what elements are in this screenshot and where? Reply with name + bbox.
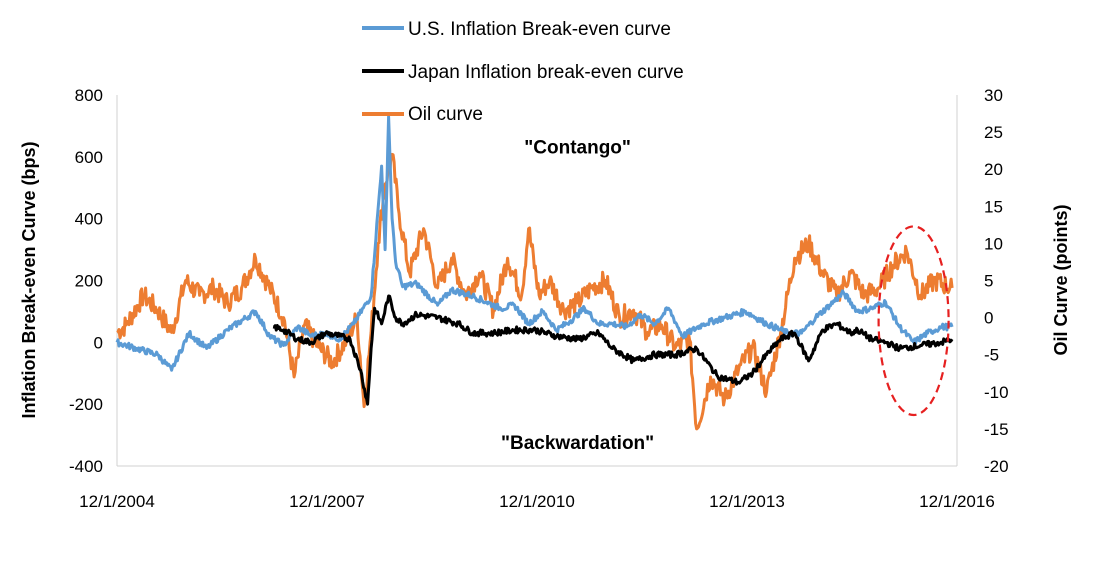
legend-label-us: U.S. Inflation Break-even curve: [408, 19, 671, 40]
y-tick-label-right: 30: [984, 86, 1003, 105]
series-group: [115, 115, 954, 431]
y-tick-label-right: 20: [984, 160, 1003, 179]
y-tick-label-right: 25: [984, 123, 1003, 142]
y-tick-label-right: -20: [984, 457, 1009, 476]
y-tick-label-left: -200: [69, 395, 103, 414]
annotation-contango: "Contango": [524, 138, 631, 159]
series-line-oil: [116, 152, 954, 431]
plot-area: [116, 95, 958, 467]
x-tick-label: 12/1/2013: [709, 492, 785, 511]
annotation-backwardation: "Backwardation": [501, 433, 654, 454]
y-tick-label-right: 15: [984, 197, 1003, 216]
y-tick-label-left: 600: [75, 148, 103, 167]
y-tick-label-left: 400: [75, 210, 103, 229]
y-tick-label-right: -15: [984, 420, 1009, 439]
x-tick-label: 12/1/2004: [79, 492, 155, 511]
x-tick-label: 12/1/2010: [499, 492, 575, 511]
y-axis-title-right: Oil Curve (points): [1051, 204, 1071, 355]
series-line-japan: [272, 294, 954, 406]
y-tick-label-right: -10: [984, 383, 1009, 402]
tick-labels: -400 -200 0 200 400 600 800 -20 -15 -10 -5 0 5 10 15 20…: [69, 86, 1009, 511]
legend: U.S. Inflation Break-even curve Japan In…: [362, 19, 684, 125]
y-axis-title-left: Inflation Break-even Curve (bps): [19, 141, 39, 418]
y-tick-label-right: 10: [984, 234, 1003, 253]
highlight-ellipse: [877, 225, 950, 417]
y-tick-label-left: 200: [75, 272, 103, 291]
x-tick-label: 12/1/2016: [919, 492, 995, 511]
x-tick-label: 12/1/2007: [289, 492, 365, 511]
y-tick-label-left: 800: [75, 86, 103, 105]
y-tick-label-right: 0: [984, 309, 993, 328]
series-line-us: [115, 115, 954, 372]
y-tick-label-left: 0: [94, 333, 103, 352]
legend-label-japan: Japan Inflation break-even curve: [408, 62, 684, 83]
y-tick-label-right: 5: [984, 272, 993, 291]
legend-label-oil: Oil curve: [408, 104, 483, 125]
y-tick-label-right: -5: [984, 346, 999, 365]
y-tick-label-left: -400: [69, 457, 103, 476]
